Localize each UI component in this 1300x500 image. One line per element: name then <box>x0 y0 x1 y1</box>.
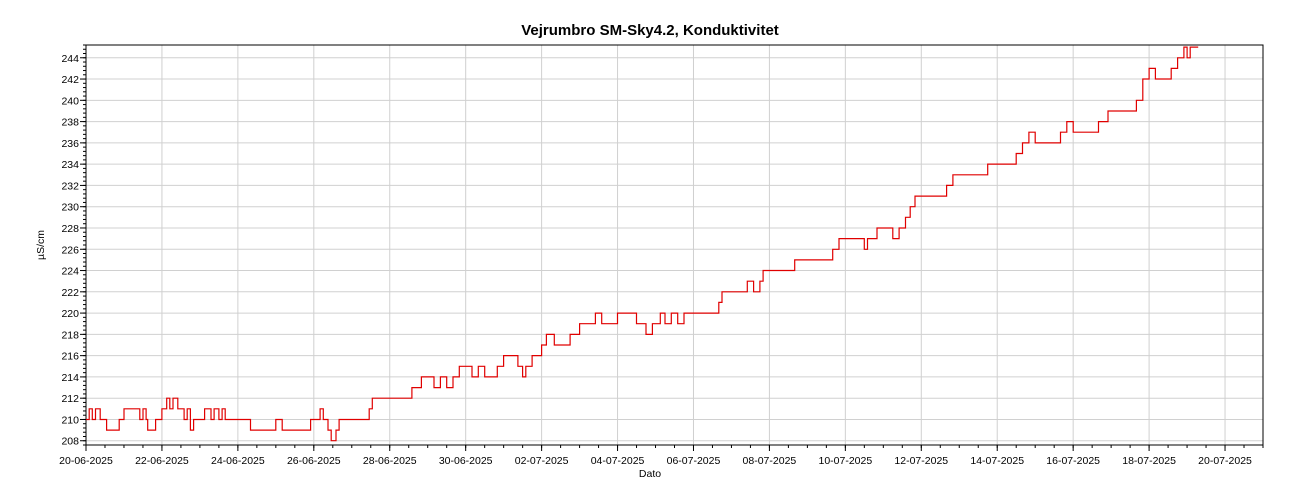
y-tick-label: 210 <box>61 414 79 426</box>
y-tick-label: 208 <box>61 436 79 448</box>
x-tick-label: 18-07-2025 <box>1122 455 1176 467</box>
grid <box>85 45 1263 445</box>
x-axis-label: Dato <box>639 468 661 480</box>
chart-title: Vejrumbro SM-Sky4.2, Konduktivitet <box>521 22 779 39</box>
y-tick-label: 240 <box>61 95 79 107</box>
x-tick-label: 28-06-2025 <box>363 455 417 467</box>
y-tick-label: 230 <box>61 202 79 214</box>
x-tick-label: 04-07-2025 <box>591 455 645 467</box>
y-tick-label: 228 <box>61 223 79 235</box>
y-tick-label: 222 <box>61 287 79 299</box>
y-tick-label: 224 <box>61 266 79 278</box>
x-tick-label: 30-06-2025 <box>439 455 493 467</box>
x-tick-label: 12-07-2025 <box>894 455 948 467</box>
x-tick-label: 20-06-2025 <box>59 455 113 467</box>
x-tick-label: 22-06-2025 <box>135 455 189 467</box>
y-tick-label: 238 <box>61 117 79 129</box>
y-tick-label: 226 <box>61 244 79 256</box>
y-tick-label: 232 <box>61 180 79 192</box>
x-tick-label: 16-07-2025 <box>1046 455 1100 467</box>
plot-area-border <box>85 44 1264 446</box>
y-tick-label: 234 <box>61 159 79 171</box>
y-axis-label: µS/cm <box>35 230 47 260</box>
y-tick-label: 218 <box>61 329 79 341</box>
y-tick-label: 216 <box>61 351 79 363</box>
y-tick-label: 244 <box>61 53 79 65</box>
y-tick-label: 220 <box>61 308 79 320</box>
x-tick-label: 02-07-2025 <box>515 455 569 467</box>
y-tick-label: 214 <box>61 372 79 384</box>
series-line <box>86 46 1199 442</box>
y-tick-label: 236 <box>61 138 79 150</box>
x-axis: 20-06-2025 22-06-2025 24-06-2025 26-06-2025… <box>59 445 1264 467</box>
x-tick-label: 14-07-2025 <box>970 455 1024 467</box>
y-tick-label: 212 <box>61 393 79 405</box>
x-tick-label: 20-07-2025 <box>1198 455 1252 467</box>
series-group <box>86 46 1199 442</box>
x-tick-label: 06-07-2025 <box>667 455 721 467</box>
x-tick-label: 24-06-2025 <box>211 455 265 467</box>
x-tick-label: 26-06-2025 <box>287 455 341 467</box>
y-tick-label: 242 <box>61 74 79 86</box>
x-tick-label: 08-07-2025 <box>743 455 797 467</box>
x-tick-label: 10-07-2025 <box>818 455 872 467</box>
y-axis: 208 210 212 214 216 218 220 222 224 226 228 230 232 2… <box>61 44 86 448</box>
